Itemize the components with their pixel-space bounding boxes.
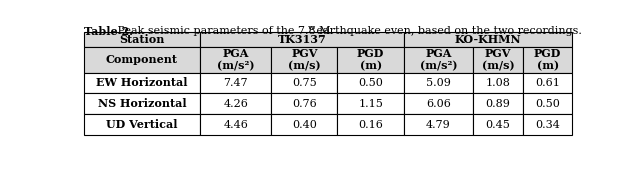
Text: 1.08: 1.08 bbox=[486, 78, 511, 88]
Bar bbox=[473, 114, 524, 135]
Text: 1.15: 1.15 bbox=[358, 99, 383, 109]
Text: w: w bbox=[308, 24, 315, 32]
Text: PGD
(m): PGD (m) bbox=[534, 48, 561, 72]
Text: 0.50: 0.50 bbox=[358, 78, 383, 88]
Bar bbox=[404, 73, 473, 93]
Bar bbox=[84, 32, 200, 47]
Text: PGA
(m/s²): PGA (m/s²) bbox=[217, 48, 255, 72]
Bar bbox=[473, 73, 524, 93]
Bar bbox=[84, 47, 200, 73]
Text: PGA
(m/s²): PGA (m/s²) bbox=[420, 48, 457, 72]
Bar bbox=[271, 47, 337, 73]
Bar bbox=[200, 73, 271, 93]
Text: 0.40: 0.40 bbox=[292, 119, 317, 130]
Bar bbox=[200, 93, 271, 114]
Text: 5.09: 5.09 bbox=[426, 78, 451, 88]
Bar bbox=[524, 93, 572, 114]
Text: PGV
(m/s): PGV (m/s) bbox=[482, 48, 515, 72]
Text: earthquake even, based on the two recordings.: earthquake even, based on the two record… bbox=[313, 26, 582, 36]
Bar bbox=[524, 73, 572, 93]
Bar bbox=[473, 47, 524, 73]
Text: 4.26: 4.26 bbox=[223, 99, 248, 109]
Text: 0.75: 0.75 bbox=[292, 78, 317, 88]
Bar bbox=[524, 114, 572, 135]
Bar bbox=[337, 47, 404, 73]
Text: 7.47: 7.47 bbox=[223, 78, 248, 88]
Text: PGD
(m): PGD (m) bbox=[357, 48, 384, 72]
Bar bbox=[200, 47, 271, 73]
Text: KO-KHMN: KO-KHMN bbox=[455, 34, 522, 45]
Text: Peak seismic parameters of the 7.8 M: Peak seismic parameters of the 7.8 M bbox=[114, 26, 331, 36]
Text: 0.89: 0.89 bbox=[486, 99, 511, 109]
Bar bbox=[200, 114, 271, 135]
Text: 0.34: 0.34 bbox=[535, 119, 560, 130]
Bar bbox=[404, 93, 473, 114]
Text: UD Vertical: UD Vertical bbox=[106, 119, 178, 130]
Bar bbox=[200, 32, 404, 47]
Bar bbox=[84, 73, 200, 93]
Bar bbox=[271, 73, 337, 93]
Text: Component: Component bbox=[106, 54, 178, 65]
Text: 0.16: 0.16 bbox=[358, 119, 383, 130]
Bar bbox=[337, 93, 404, 114]
Bar bbox=[404, 32, 572, 47]
Text: Table 2.: Table 2. bbox=[84, 26, 133, 37]
Text: 0.61: 0.61 bbox=[535, 78, 560, 88]
Bar bbox=[84, 114, 200, 135]
Bar bbox=[84, 93, 200, 114]
Text: 6.06: 6.06 bbox=[426, 99, 451, 109]
Bar bbox=[271, 93, 337, 114]
Bar bbox=[524, 47, 572, 73]
Text: PGV
(m/s): PGV (m/s) bbox=[288, 48, 321, 72]
Text: 4.46: 4.46 bbox=[223, 119, 248, 130]
Bar bbox=[473, 93, 524, 114]
Bar bbox=[404, 47, 473, 73]
Text: 0.76: 0.76 bbox=[292, 99, 317, 109]
Text: TK3137: TK3137 bbox=[278, 34, 326, 45]
Bar bbox=[271, 114, 337, 135]
Bar bbox=[404, 114, 473, 135]
Text: 4.79: 4.79 bbox=[426, 119, 451, 130]
Bar bbox=[337, 114, 404, 135]
Text: NS Horizontal: NS Horizontal bbox=[98, 98, 186, 109]
Text: 0.45: 0.45 bbox=[486, 119, 511, 130]
Bar bbox=[337, 73, 404, 93]
Text: EW Horizontal: EW Horizontal bbox=[96, 77, 188, 89]
Text: 0.50: 0.50 bbox=[535, 99, 560, 109]
Text: Station: Station bbox=[119, 34, 164, 45]
